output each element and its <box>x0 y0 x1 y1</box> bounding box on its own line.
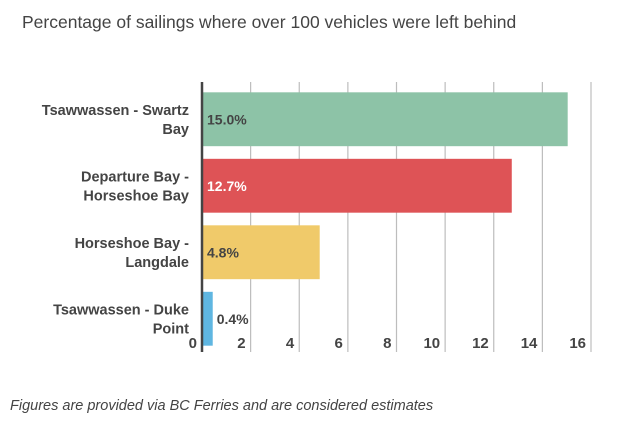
chart-title: Percentage of sailings where over 100 ve… <box>22 12 517 32</box>
bar <box>203 92 568 147</box>
data-label: 12.7% <box>207 178 247 194</box>
category-labels: Tsawwassen - Swartz Bay Departure Bay - Hor… <box>42 103 189 338</box>
data-label: 15.0% <box>207 111 247 127</box>
bar <box>203 225 320 280</box>
x-tick-label: 4 <box>286 335 295 352</box>
category-label: Bay <box>162 122 189 138</box>
category-label: Horseshoe Bay <box>83 188 189 204</box>
x-tick-label: 12 <box>472 335 489 352</box>
x-tick-label: 16 <box>569 335 586 352</box>
x-tick-label: 6 <box>335 335 343 352</box>
x-tick-label: 8 <box>383 335 391 352</box>
x-tick-label: 14 <box>521 335 538 352</box>
data-label: 0.4% <box>217 311 249 327</box>
x-tick-label: 0 <box>189 335 197 352</box>
data-labels: 15.0% 12.7% 4.8% 0.4% <box>207 111 249 327</box>
footnote: Figures are provided via BC Ferries and … <box>10 398 434 414</box>
data-label: 4.8% <box>207 244 239 260</box>
category-label: Langdale <box>125 255 189 271</box>
bar <box>203 158 512 213</box>
category-label: Tsawwassen - Swartz <box>42 103 189 119</box>
gridlines <box>250 82 592 352</box>
bars <box>203 92 568 346</box>
category-label: Departure Bay - <box>81 169 189 185</box>
category-label: Point <box>153 321 189 337</box>
category-label: Tsawwassen - Duke <box>53 302 189 318</box>
x-tick-label: 2 <box>237 335 245 352</box>
x-axis: 0 2 4 6 8 10 12 14 16 <box>189 82 586 352</box>
x-tick-label: 10 <box>423 335 440 352</box>
bar <box>203 291 213 346</box>
category-label: Horseshoe Bay - <box>75 236 190 252</box>
